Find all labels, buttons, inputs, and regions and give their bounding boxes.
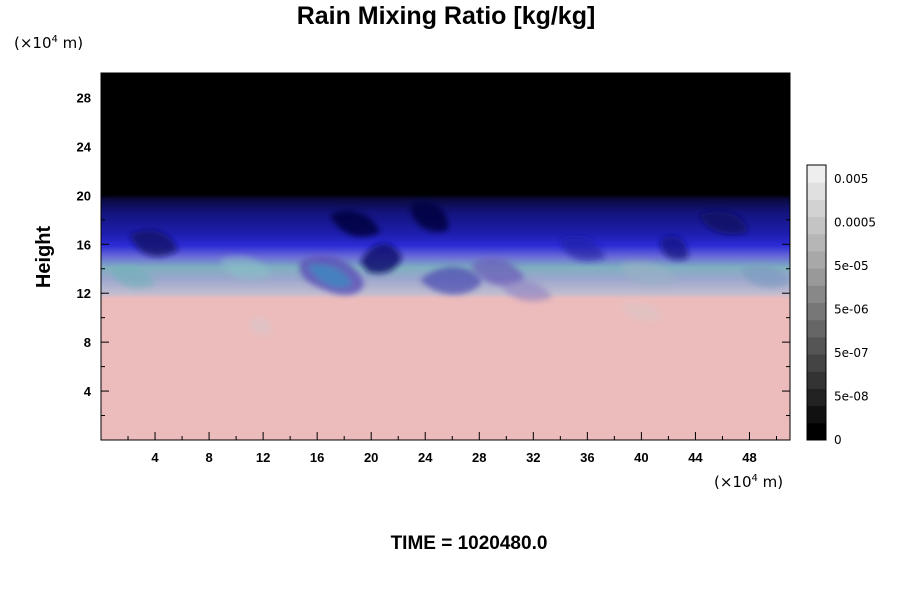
chart-title: Rain Mixing Ratio [kg/kg] [297, 2, 596, 30]
colorbar-level [807, 285, 826, 303]
x-axis: 4 8 12 16 20 24 28 32 36 40 44 48 [127, 73, 777, 465]
y-tick-label: 12 [77, 286, 91, 301]
colorbar-level [807, 405, 826, 424]
colorbar-level [807, 371, 826, 389]
heatmap-field [101, 73, 790, 440]
turbulent-eddies [110, 201, 790, 336]
x-tick-label: 12 [256, 450, 270, 465]
y-tick-label: 4 [84, 384, 92, 399]
x-tick-label: 44 [688, 450, 703, 465]
y-tick-label: 20 [77, 188, 91, 203]
y-tick-label: 16 [77, 237, 91, 252]
colorbar-level [807, 354, 826, 372]
y-tick-label: 28 [77, 90, 91, 105]
y-axis: 4 8 12 16 20 24 28 [77, 90, 790, 417]
x-tick-label: 8 [205, 450, 212, 465]
x-tick-label: 20 [364, 450, 378, 465]
colorbar-level [807, 319, 826, 338]
y-unit-label: (×104 m) [14, 34, 83, 52]
colorbar-tick-label: 0.005 [834, 172, 868, 186]
colorbar-level [807, 182, 826, 200]
time-label: TIME = 1020480.0 [391, 533, 548, 554]
x-tick-label: 36 [580, 450, 594, 465]
x-tick-label: 16 [310, 450, 324, 465]
colorbar-tick-label: 0 [834, 433, 842, 447]
colorbar-level [807, 250, 826, 269]
colorbar-tick-label: 5e-05 [834, 259, 869, 273]
x-unit-label: (×104 m) [714, 473, 783, 491]
colorbar-frame [806, 164, 827, 441]
colorbar-tick-label: 5e-06 [834, 303, 869, 317]
colorbar-level [807, 233, 826, 252]
x-tick-label: 48 [742, 450, 756, 465]
colorbar-level [807, 302, 826, 321]
colorbar-level [807, 422, 826, 441]
colorbar-level [807, 216, 826, 235]
x-tick-label: 24 [418, 450, 433, 465]
colorbar-tick-label: 5e-07 [834, 346, 869, 360]
colorbar: 0.005 0.0005 5e-05 5e-06 5e-07 5e-08 0 [806, 164, 876, 447]
x-tick-label: 28 [472, 450, 486, 465]
colorbar-level [807, 336, 826, 355]
y-axis-label: Height [33, 226, 55, 289]
plot-frame [100, 72, 791, 441]
y-tick-label: 24 [77, 139, 92, 154]
colorbar-tick-label: 5e-08 [834, 390, 869, 404]
x-tick-label: 40 [634, 450, 648, 465]
colorbar-level [807, 268, 826, 286]
x-tick-label: 32 [526, 450, 540, 465]
colorbar-level [807, 388, 826, 407]
y-tick-label: 8 [84, 335, 91, 350]
x-tick-label: 4 [151, 450, 159, 465]
colorbar-level [807, 165, 826, 183]
colorbar-level [807, 199, 826, 218]
colorbar-tick-label: 0.0005 [834, 216, 876, 230]
